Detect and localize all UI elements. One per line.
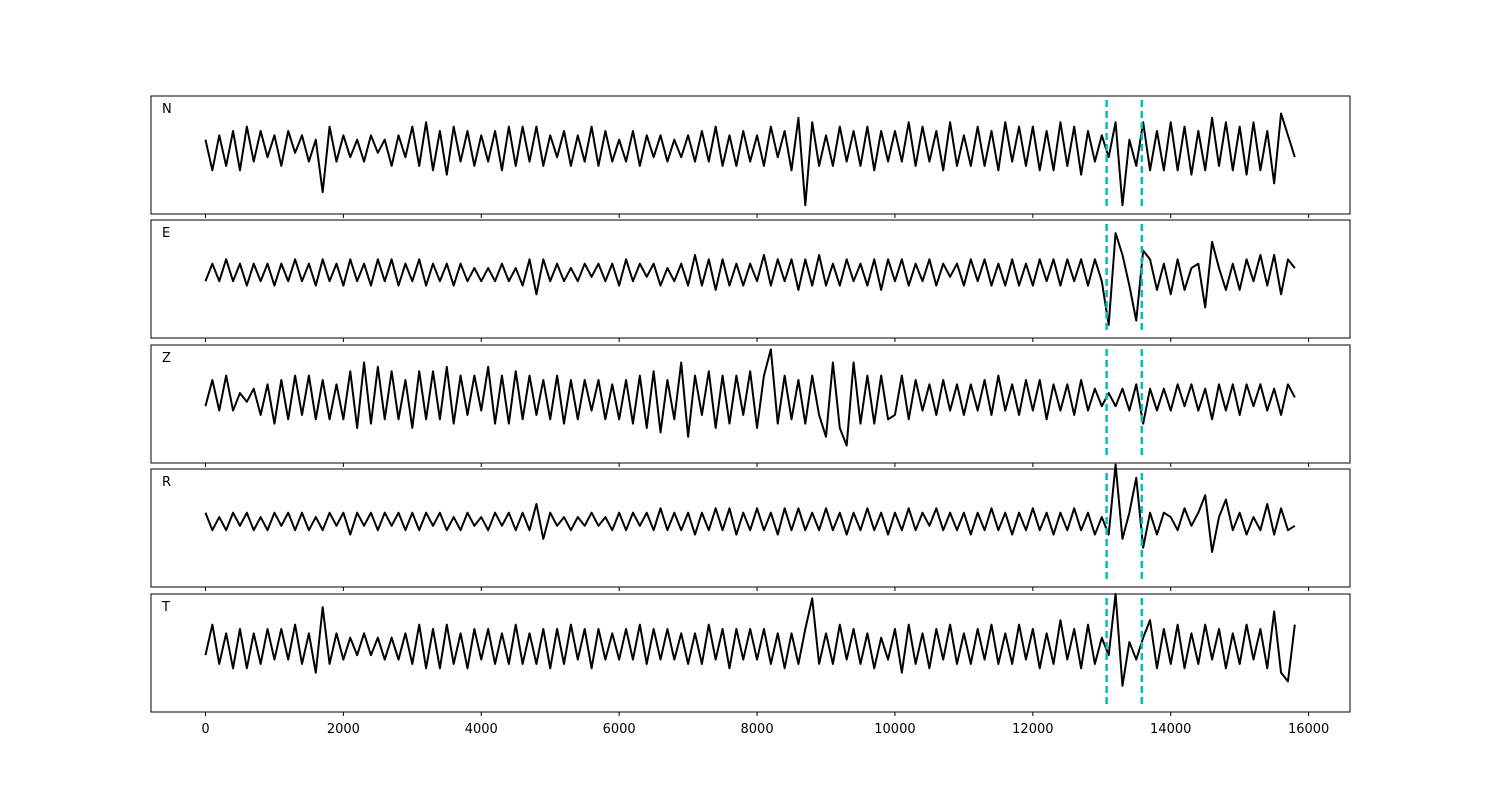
panel-label: Z [162, 351, 171, 366]
x-tick-label: 12000 [1012, 722, 1053, 737]
panel-label: T [161, 600, 170, 615]
panel-label: R [162, 475, 171, 490]
panel-frame [150, 593, 1351, 713]
x-tick-label: 6000 [603, 722, 636, 737]
panel-label: E [162, 226, 170, 241]
panel-frame [150, 95, 1351, 215]
panel-frame [150, 344, 1351, 464]
x-tick-label: 0 [201, 722, 209, 737]
x-tick-label: 4000 [465, 722, 498, 737]
trace [204, 593, 1296, 687]
panel-frame [150, 219, 1351, 339]
x-tick-label: 8000 [741, 722, 774, 737]
trace [204, 348, 1296, 447]
trace [204, 232, 1296, 326]
x-tick-label: 14000 [1150, 722, 1191, 737]
trace [204, 112, 1296, 207]
trace [204, 463, 1296, 554]
x-tick-label: 10000 [874, 722, 915, 737]
panel-frame [150, 468, 1351, 588]
panel-label: N [162, 102, 172, 117]
x-tick-label: 16000 [1288, 722, 1329, 737]
x-tick-label: 2000 [327, 722, 360, 737]
